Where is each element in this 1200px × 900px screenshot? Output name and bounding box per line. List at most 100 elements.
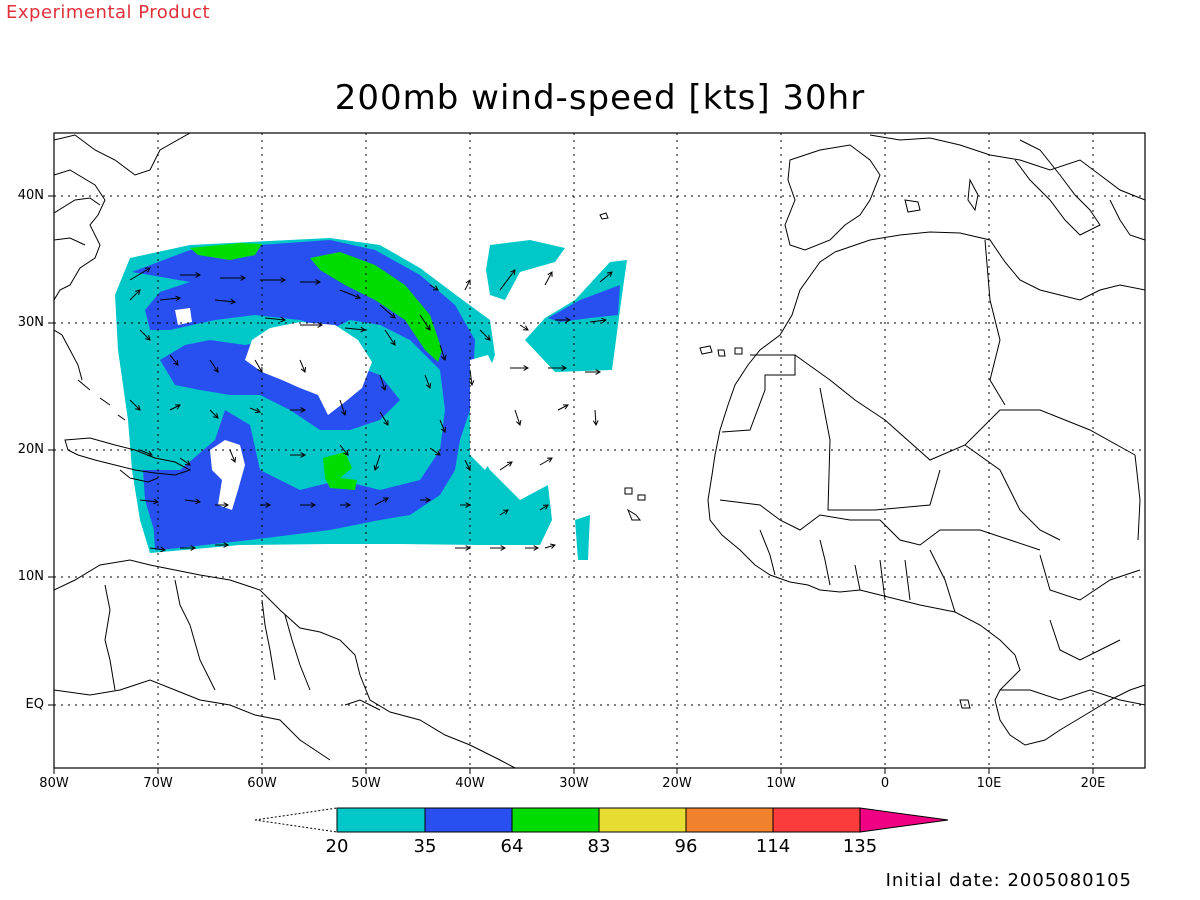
lat-label-30n: 30N (17, 315, 44, 330)
wind-vector-head (310, 502, 317, 508)
wind-vector-head (465, 464, 471, 471)
wind-vector (339, 399, 346, 416)
chart-title: 200mb wind-speed [kts] 30hr (334, 78, 866, 118)
lon-label-70w: 70W (143, 776, 173, 791)
wind-vector (479, 329, 491, 341)
wind-vector (544, 544, 556, 549)
wind-vector (384, 329, 396, 346)
wind-vector (599, 271, 613, 283)
calm-east-region (470, 355, 500, 470)
wind-vector (589, 319, 607, 323)
lon-label-50w: 50W (351, 776, 381, 791)
wind-vector-head (195, 498, 202, 505)
calm-center-region (245, 322, 372, 415)
wind-vector-head (432, 285, 439, 291)
wind-vector (139, 329, 151, 341)
wind-vector-head (354, 293, 361, 300)
wind-vector-head (380, 384, 387, 391)
wind-vector (514, 409, 521, 426)
wind-vector (499, 509, 509, 516)
colorbar-label-135: 135 (842, 836, 878, 857)
wind-vector (374, 454, 381, 471)
lon-label-20e: 20E (1080, 776, 1106, 791)
wind-vector (254, 359, 263, 373)
lon-label-40w: 40W (455, 776, 485, 791)
wind-vector-head (257, 366, 263, 373)
wind-vector-head (510, 269, 516, 276)
colorbar-high-triangle (860, 808, 948, 832)
wind-vector (429, 447, 441, 456)
wind-vector-head (280, 277, 287, 283)
wind-vector-head (175, 295, 182, 302)
wind-vector-head (562, 404, 569, 410)
wind-vector (129, 289, 141, 301)
colorbar-swatch-114 (773, 808, 860, 832)
wind-vector (557, 404, 569, 411)
wind-vector-head (213, 366, 219, 373)
lon-label-0: 0 (880, 776, 890, 791)
calm-west-region (210, 440, 245, 510)
blue-east-band (548, 285, 620, 322)
wind-vector-head (515, 419, 522, 426)
wind-vector (159, 297, 181, 301)
wind-vector (419, 314, 431, 331)
wind-vector-head (383, 419, 389, 426)
wind-vector (129, 267, 151, 281)
cyan-patch-small (575, 515, 590, 560)
wind-vector (374, 497, 389, 506)
wind-vector-head (173, 359, 179, 366)
wind-vector (424, 374, 431, 389)
lon-label-20w: 20W (662, 776, 692, 791)
wind-vector (339, 289, 361, 299)
wind-vector-head (561, 365, 568, 371)
wind-vector (129, 399, 141, 411)
wind-vector-head (300, 366, 307, 373)
wind-vector-head (542, 504, 549, 510)
wind-vector (209, 359, 219, 373)
wind-vector-head (223, 542, 230, 548)
wind-vector-head (500, 545, 507, 551)
colorbar-swatch-35 (425, 808, 512, 832)
green-jet-core (310, 252, 442, 362)
wind-vector (344, 327, 366, 331)
lat-label-40n: 40N (17, 188, 44, 203)
wind-vector (544, 271, 553, 286)
wind-vector-head (502, 509, 509, 515)
wind-vector-head (340, 409, 347, 416)
wind-vector (464, 279, 471, 291)
wind-vector-head (425, 382, 432, 389)
wind-vector-head (601, 317, 608, 324)
wind-vector-head (145, 335, 151, 341)
wind-vector-head (440, 426, 447, 433)
lat-label-10n: 10N (17, 569, 44, 584)
wind-vector-head (606, 271, 613, 277)
wind-vector-head (300, 407, 307, 413)
wind-speed-field (115, 238, 627, 560)
wind-vector-head (550, 543, 556, 549)
colorbar-swatch-83 (599, 808, 686, 832)
wind-vector-head (135, 289, 141, 295)
wind-vector (464, 459, 471, 471)
lon-label-30w: 30W (559, 776, 589, 791)
blue-lower-west (150, 470, 250, 550)
lon-label-10e: 10E (976, 776, 1002, 791)
wind-vector (139, 499, 159, 503)
wind-vector-head (390, 339, 396, 346)
wind-vector (539, 504, 549, 511)
wind-vector-head (373, 464, 380, 471)
wind-vector-head (533, 545, 540, 551)
green-patch-south (323, 452, 357, 490)
wind-vector (439, 344, 446, 361)
wind-vector-head (440, 354, 447, 361)
wind-vector-head (565, 317, 572, 323)
wind-vector-head (317, 322, 324, 328)
wind-vector-head (485, 335, 491, 341)
wind-vector-head (345, 502, 352, 508)
wind-vector (594, 409, 597, 426)
wind-vector-head (230, 456, 237, 463)
wind-vector-head (434, 450, 441, 456)
wind-vector-head (254, 407, 261, 414)
lon-label-80w: 80W (39, 776, 69, 791)
wind-vector-head (144, 267, 151, 273)
wind-vector (149, 547, 166, 551)
